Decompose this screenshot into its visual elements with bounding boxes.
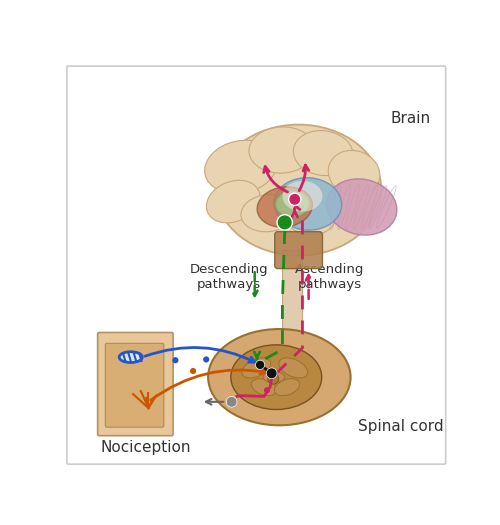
FancyBboxPatch shape <box>274 232 322 269</box>
Circle shape <box>288 193 301 205</box>
Circle shape <box>268 373 278 384</box>
Ellipse shape <box>231 345 322 410</box>
Ellipse shape <box>241 195 294 232</box>
Circle shape <box>172 357 178 363</box>
Circle shape <box>203 356 209 363</box>
Ellipse shape <box>274 177 342 230</box>
Ellipse shape <box>242 358 270 378</box>
Circle shape <box>226 396 237 407</box>
Circle shape <box>190 368 196 374</box>
Text: Ascending
pathways: Ascending pathways <box>294 263 364 291</box>
FancyBboxPatch shape <box>282 250 302 346</box>
Ellipse shape <box>216 124 382 256</box>
Ellipse shape <box>285 199 335 235</box>
Circle shape <box>266 368 277 379</box>
Ellipse shape <box>328 150 380 196</box>
FancyBboxPatch shape <box>106 343 164 427</box>
Circle shape <box>256 360 264 370</box>
Ellipse shape <box>257 187 312 227</box>
Text: Descending
pathways: Descending pathways <box>190 263 268 291</box>
Text: Brain: Brain <box>391 111 431 126</box>
Ellipse shape <box>252 379 276 396</box>
Ellipse shape <box>274 379 299 396</box>
Ellipse shape <box>249 127 314 173</box>
Ellipse shape <box>294 131 353 175</box>
FancyBboxPatch shape <box>98 332 173 436</box>
Ellipse shape <box>282 181 323 212</box>
Circle shape <box>277 215 292 230</box>
Ellipse shape <box>326 179 397 235</box>
Text: Nociception: Nociception <box>100 440 191 455</box>
Circle shape <box>264 387 270 393</box>
Ellipse shape <box>279 358 308 378</box>
Text: Spinal cord: Spinal cord <box>358 419 444 434</box>
Ellipse shape <box>208 329 350 425</box>
Ellipse shape <box>276 191 310 217</box>
Ellipse shape <box>119 352 142 363</box>
Ellipse shape <box>206 180 260 223</box>
FancyBboxPatch shape <box>67 66 446 464</box>
Ellipse shape <box>204 140 277 194</box>
Ellipse shape <box>263 372 284 383</box>
